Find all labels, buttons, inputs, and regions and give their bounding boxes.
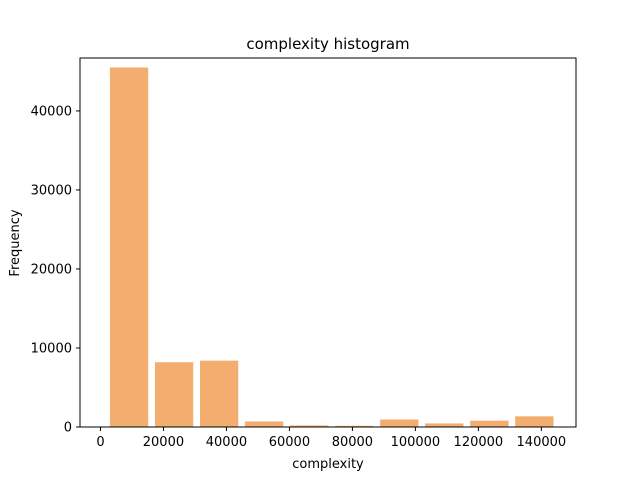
histogram-bar-9 (470, 420, 509, 427)
y-tick-label: 10000 (31, 341, 72, 356)
chart-title: complexity histogram (246, 35, 409, 53)
histogram-bar-8 (425, 423, 464, 427)
x-tick-label: 20000 (143, 435, 184, 450)
y-axis: 0 10000 20000 30000 40000 (31, 104, 80, 436)
histogram-bar-7 (380, 419, 419, 427)
histogram-bar-4 (245, 421, 284, 427)
histogram-bar-6 (335, 425, 374, 427)
x-tick-label: 100000 (391, 435, 441, 450)
x-tick-label: 120000 (454, 435, 504, 450)
x-tick-label: 0 (96, 435, 104, 450)
y-axis-label: Frequency (8, 209, 23, 276)
histogram-bar-2 (154, 362, 194, 427)
y-tick-label: 20000 (31, 262, 72, 277)
plot-frame (79, 57, 577, 428)
x-axis-label: complexity (292, 457, 364, 472)
histogram-bar-3 (199, 360, 239, 427)
x-tick-label: 80000 (332, 435, 373, 450)
x-axis: 0 20000 40000 60000 80000 100000 120000 140000 (96, 427, 566, 450)
bars-group (109, 67, 554, 427)
x-tick-label: 140000 (517, 435, 567, 450)
y-tick-label: 40000 (31, 104, 72, 119)
y-tick-label: 30000 (31, 183, 72, 198)
x-tick-label: 60000 (269, 435, 310, 450)
histogram-bar-10 (515, 416, 554, 427)
histogram-bar-1 (109, 67, 149, 427)
histogram-bar-5 (290, 425, 329, 427)
x-tick-label: 40000 (206, 435, 247, 450)
y-tick-label: 0 (64, 421, 72, 436)
